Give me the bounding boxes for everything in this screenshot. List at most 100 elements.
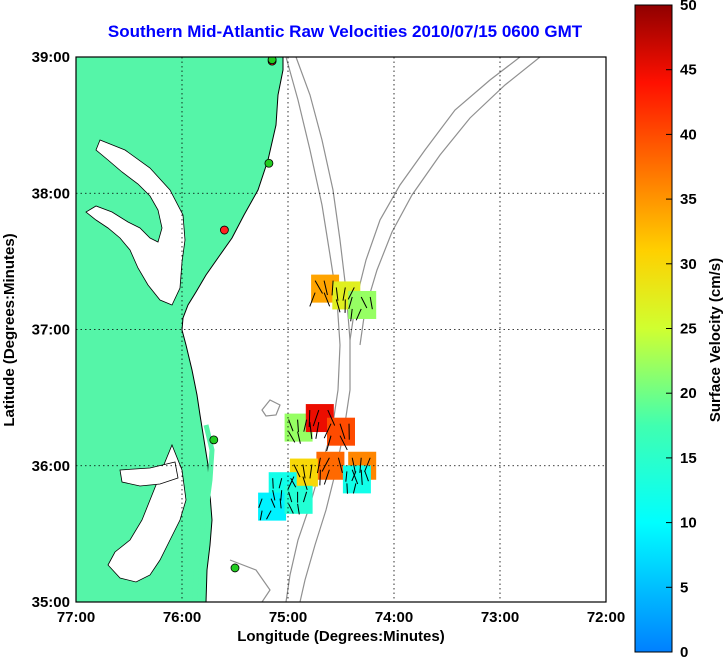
velocity-arrow: [297, 419, 299, 433]
velocity-arrow: [323, 423, 332, 439]
station-marker-green: [230, 563, 240, 573]
station-marker-red: [219, 225, 229, 235]
grid-lines: [76, 57, 606, 602]
velocity-arrow: [323, 469, 330, 485]
velocity-arrow: [345, 471, 348, 482]
velocity-cell: [316, 451, 345, 480]
colorbar-tick-label: 25: [680, 321, 697, 338]
velocity-arrow: [360, 296, 368, 309]
velocity-arrow: [290, 477, 297, 488]
velocity-arrow: [272, 490, 276, 501]
velocity-arrow: [319, 469, 321, 486]
velocity-arrow: [369, 296, 373, 310]
velocity-arrow: [339, 435, 348, 451]
velocity-arrow: [259, 510, 263, 521]
velocity-arrow: [302, 476, 308, 491]
velocity-arrow: [352, 483, 357, 494]
velocity-arrow: [346, 483, 348, 494]
velocity-arrow: [279, 498, 282, 509]
x-tick-label: 77:00: [57, 609, 95, 626]
velocity-arrow: [350, 308, 353, 322]
velocity-arrow: [287, 476, 295, 490]
velocity-arrows: [258, 280, 373, 521]
chesapeake-bay: [85, 139, 186, 306]
velocity-arrow: [335, 299, 341, 313]
velocity-arrow: [360, 469, 363, 485]
y-tick-label: 37:00: [32, 322, 70, 339]
velocity-arrow: [323, 292, 331, 307]
velocity-arrow: [327, 409, 336, 426]
chart-title: Southern Mid-Atlantic Raw Velocities 201…: [107, 22, 583, 41]
velocity-arrow: [351, 471, 357, 482]
velocity-arrow: [297, 503, 300, 515]
x-tick-label: 75:00: [269, 609, 307, 626]
velocity-arrow: [323, 280, 328, 296]
velocity-arrow: [288, 431, 296, 443]
velocity-arrow: [331, 280, 334, 296]
velocity-arrow: [342, 287, 346, 301]
plot-frame: [75, 56, 607, 603]
velocity-arrow: [266, 510, 272, 520]
velocity-arrow: [316, 457, 321, 474]
outer-banks: [192, 424, 215, 601]
velocity-arrow: [321, 457, 330, 472]
colorbar-tick-label: 30: [680, 256, 697, 273]
velocity-arrow: [288, 419, 294, 432]
velocity-arrow: [314, 280, 323, 294]
colorbar-tick-label: 5: [680, 579, 688, 596]
velocity-cell: [327, 417, 355, 446]
velocity-arrow: [302, 491, 308, 503]
x-axis-label: Longitude (Degrees:Minutes): [237, 628, 445, 645]
velocity-arrow: [297, 431, 301, 444]
velocity-arrow: [258, 498, 263, 509]
velocity-arrow: [272, 478, 274, 489]
y-tick-label: 36:00: [32, 458, 70, 475]
velocity-arrow: [359, 457, 362, 473]
velocity-arrow: [347, 287, 355, 300]
velocity-arrow: [337, 457, 343, 473]
velocity-arrow: [288, 491, 293, 503]
velocity-arrow: [351, 469, 359, 485]
velocity-arrow: [312, 409, 320, 427]
station-marker-green: [209, 435, 219, 445]
colorbar-label: Surface Velocity (cm/s): [707, 258, 724, 422]
velocity-arrow: [335, 287, 339, 301]
stations: [209, 57, 277, 573]
velocity-arrow: [339, 423, 346, 440]
velocity-arrow: [278, 478, 283, 489]
velocity-arrow: [302, 464, 306, 479]
x-tick-label: 73:00: [481, 609, 519, 626]
velocity-cell: [258, 492, 287, 521]
station-marker-green: [264, 158, 274, 168]
velocity-arrow: [303, 419, 308, 432]
y-tick-label: 38:00: [32, 185, 70, 202]
velocity-arrow: [308, 410, 311, 428]
velocity-arrow: [364, 471, 369, 482]
velocity-arrow: [364, 457, 371, 473]
colorbar-tick-label: 35: [680, 191, 697, 208]
velocity-arrow: [315, 421, 320, 439]
velocity-arrow: [326, 435, 332, 452]
velocity-arrow: [351, 457, 356, 473]
velocity-arrow: [309, 292, 316, 307]
station-marker-green: [267, 57, 277, 65]
colorbar-tick-label: 0: [680, 644, 688, 659]
velocity-arrow: [293, 464, 301, 478]
velocity-arrow: [355, 308, 362, 321]
y-tick-label: 35:00: [32, 594, 70, 611]
y-axis-label: Latitude (Degrees:Minutes): [1, 233, 18, 426]
x-tick-label: 76:00: [163, 609, 201, 626]
y-tick-label: 39:00: [32, 49, 70, 66]
velocity-arrow: [280, 490, 283, 501]
velocity-arrow: [288, 503, 294, 514]
velocity-arrow: [348, 296, 353, 310]
colorbar-tick-label: 20: [680, 385, 697, 402]
x-tick-label: 74:00: [375, 609, 413, 626]
colorbar-tick-label: 15: [680, 450, 697, 467]
colorbar-tick-label: 10: [680, 515, 697, 532]
albemarle-sound: [119, 461, 179, 487]
velocity-arrow: [270, 498, 276, 508]
x-tick-label: 72:00: [587, 609, 625, 626]
colorbar-tick-label: 45: [680, 62, 697, 79]
